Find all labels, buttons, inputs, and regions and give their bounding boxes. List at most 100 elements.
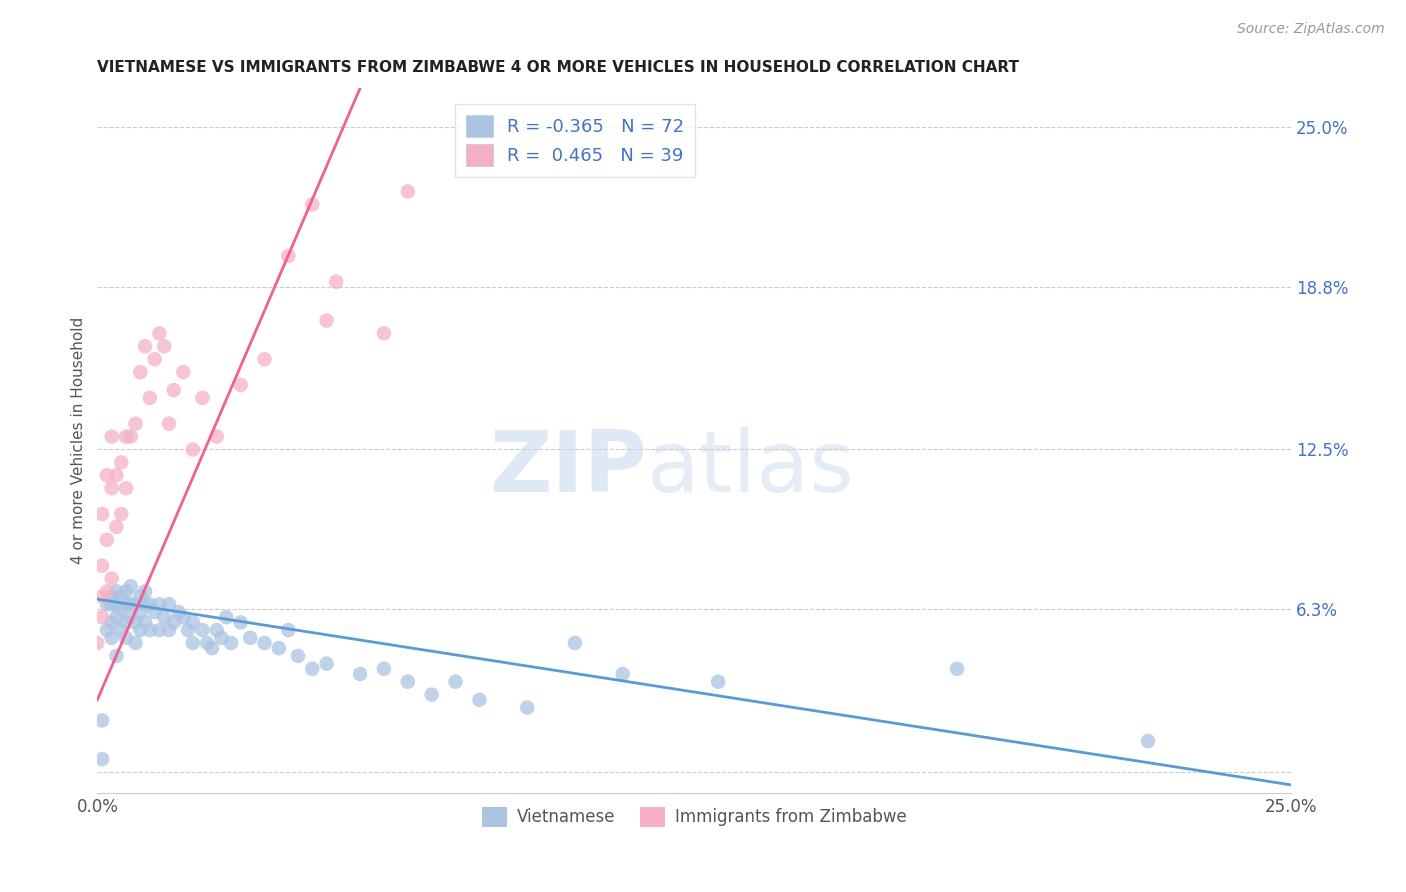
Point [124,597,146,611]
Point [177,623,200,637]
Legend: Vietnamese, Immigrants from Zimbabwe: Vietnamese, Immigrants from Zimbabwe [475,800,914,834]
Text: Source: ZipAtlas.com: Source: ZipAtlas.com [1237,22,1385,37]
Text: ZIP: ZIP [489,427,647,510]
Point [143,352,166,367]
Point [105,610,128,624]
Point [129,590,152,604]
Point [110,455,132,469]
Point [91,558,114,573]
Point [267,641,290,656]
Point [115,481,138,495]
Point [163,383,186,397]
Y-axis label: 4 or more Vehicles in Household: 4 or more Vehicles in Household [72,317,86,564]
Point [105,468,128,483]
Point [139,623,162,637]
Point [301,197,323,211]
Point [134,615,156,630]
Point [115,584,138,599]
Point [120,610,142,624]
Point [86,636,108,650]
Point [373,326,395,341]
Point [315,657,337,671]
Point [91,590,114,604]
Point [105,584,128,599]
Point [91,714,114,728]
Point [100,615,122,630]
Point [612,667,634,681]
Point [396,674,419,689]
Point [124,636,146,650]
Point [148,623,170,637]
Point [115,597,138,611]
Point [564,636,586,650]
Point [110,507,132,521]
Point [946,662,969,676]
Point [129,623,152,637]
Point [373,662,395,676]
Text: VIETNAMESE VS IMMIGRANTS FROM ZIMBABWE 4 OR MORE VEHICLES IN HOUSEHOLD CORRELATI: VIETNAMESE VS IMMIGRANTS FROM ZIMBABWE 4… [97,60,1019,75]
Point [134,597,156,611]
Point [349,667,371,681]
Point [181,615,204,630]
Point [91,507,114,521]
Point [115,631,138,645]
Point [100,597,122,611]
Point [1137,734,1160,748]
Point [325,275,347,289]
Point [100,429,122,443]
Point [148,326,170,341]
Point [195,636,218,650]
Point [163,615,186,630]
Point [124,615,146,630]
Point [215,610,238,624]
Point [157,417,180,431]
Point [181,442,204,457]
Point [516,700,538,714]
Point [96,468,118,483]
Point [172,365,194,379]
Point [100,572,122,586]
Point [148,597,170,611]
Point [211,631,233,645]
Point [396,185,419,199]
Point [153,339,176,353]
Point [181,636,204,650]
Point [100,631,122,645]
Point [139,391,162,405]
Point [191,623,214,637]
Point [239,631,262,645]
Point [205,623,228,637]
Point [96,597,118,611]
Point [205,429,228,443]
Point [444,674,467,689]
Point [157,597,180,611]
Point [287,648,309,663]
Point [172,610,194,624]
Point [229,615,252,630]
Point [157,623,180,637]
Point [301,662,323,676]
Point [201,641,224,656]
Point [100,481,122,495]
Point [315,313,337,327]
Point [105,520,128,534]
Point [110,590,132,604]
Point [253,352,276,367]
Point [253,636,276,650]
Point [115,615,138,630]
Point [105,648,128,663]
Text: atlas: atlas [647,427,855,510]
Point [420,688,443,702]
Point [124,417,146,431]
Point [167,605,190,619]
Point [129,605,152,619]
Point [191,391,214,405]
Point [120,429,142,443]
Point [277,623,299,637]
Point [105,597,128,611]
Point [134,339,156,353]
Point [100,590,122,604]
Point [143,605,166,619]
Point [110,602,132,616]
Point [219,636,242,650]
